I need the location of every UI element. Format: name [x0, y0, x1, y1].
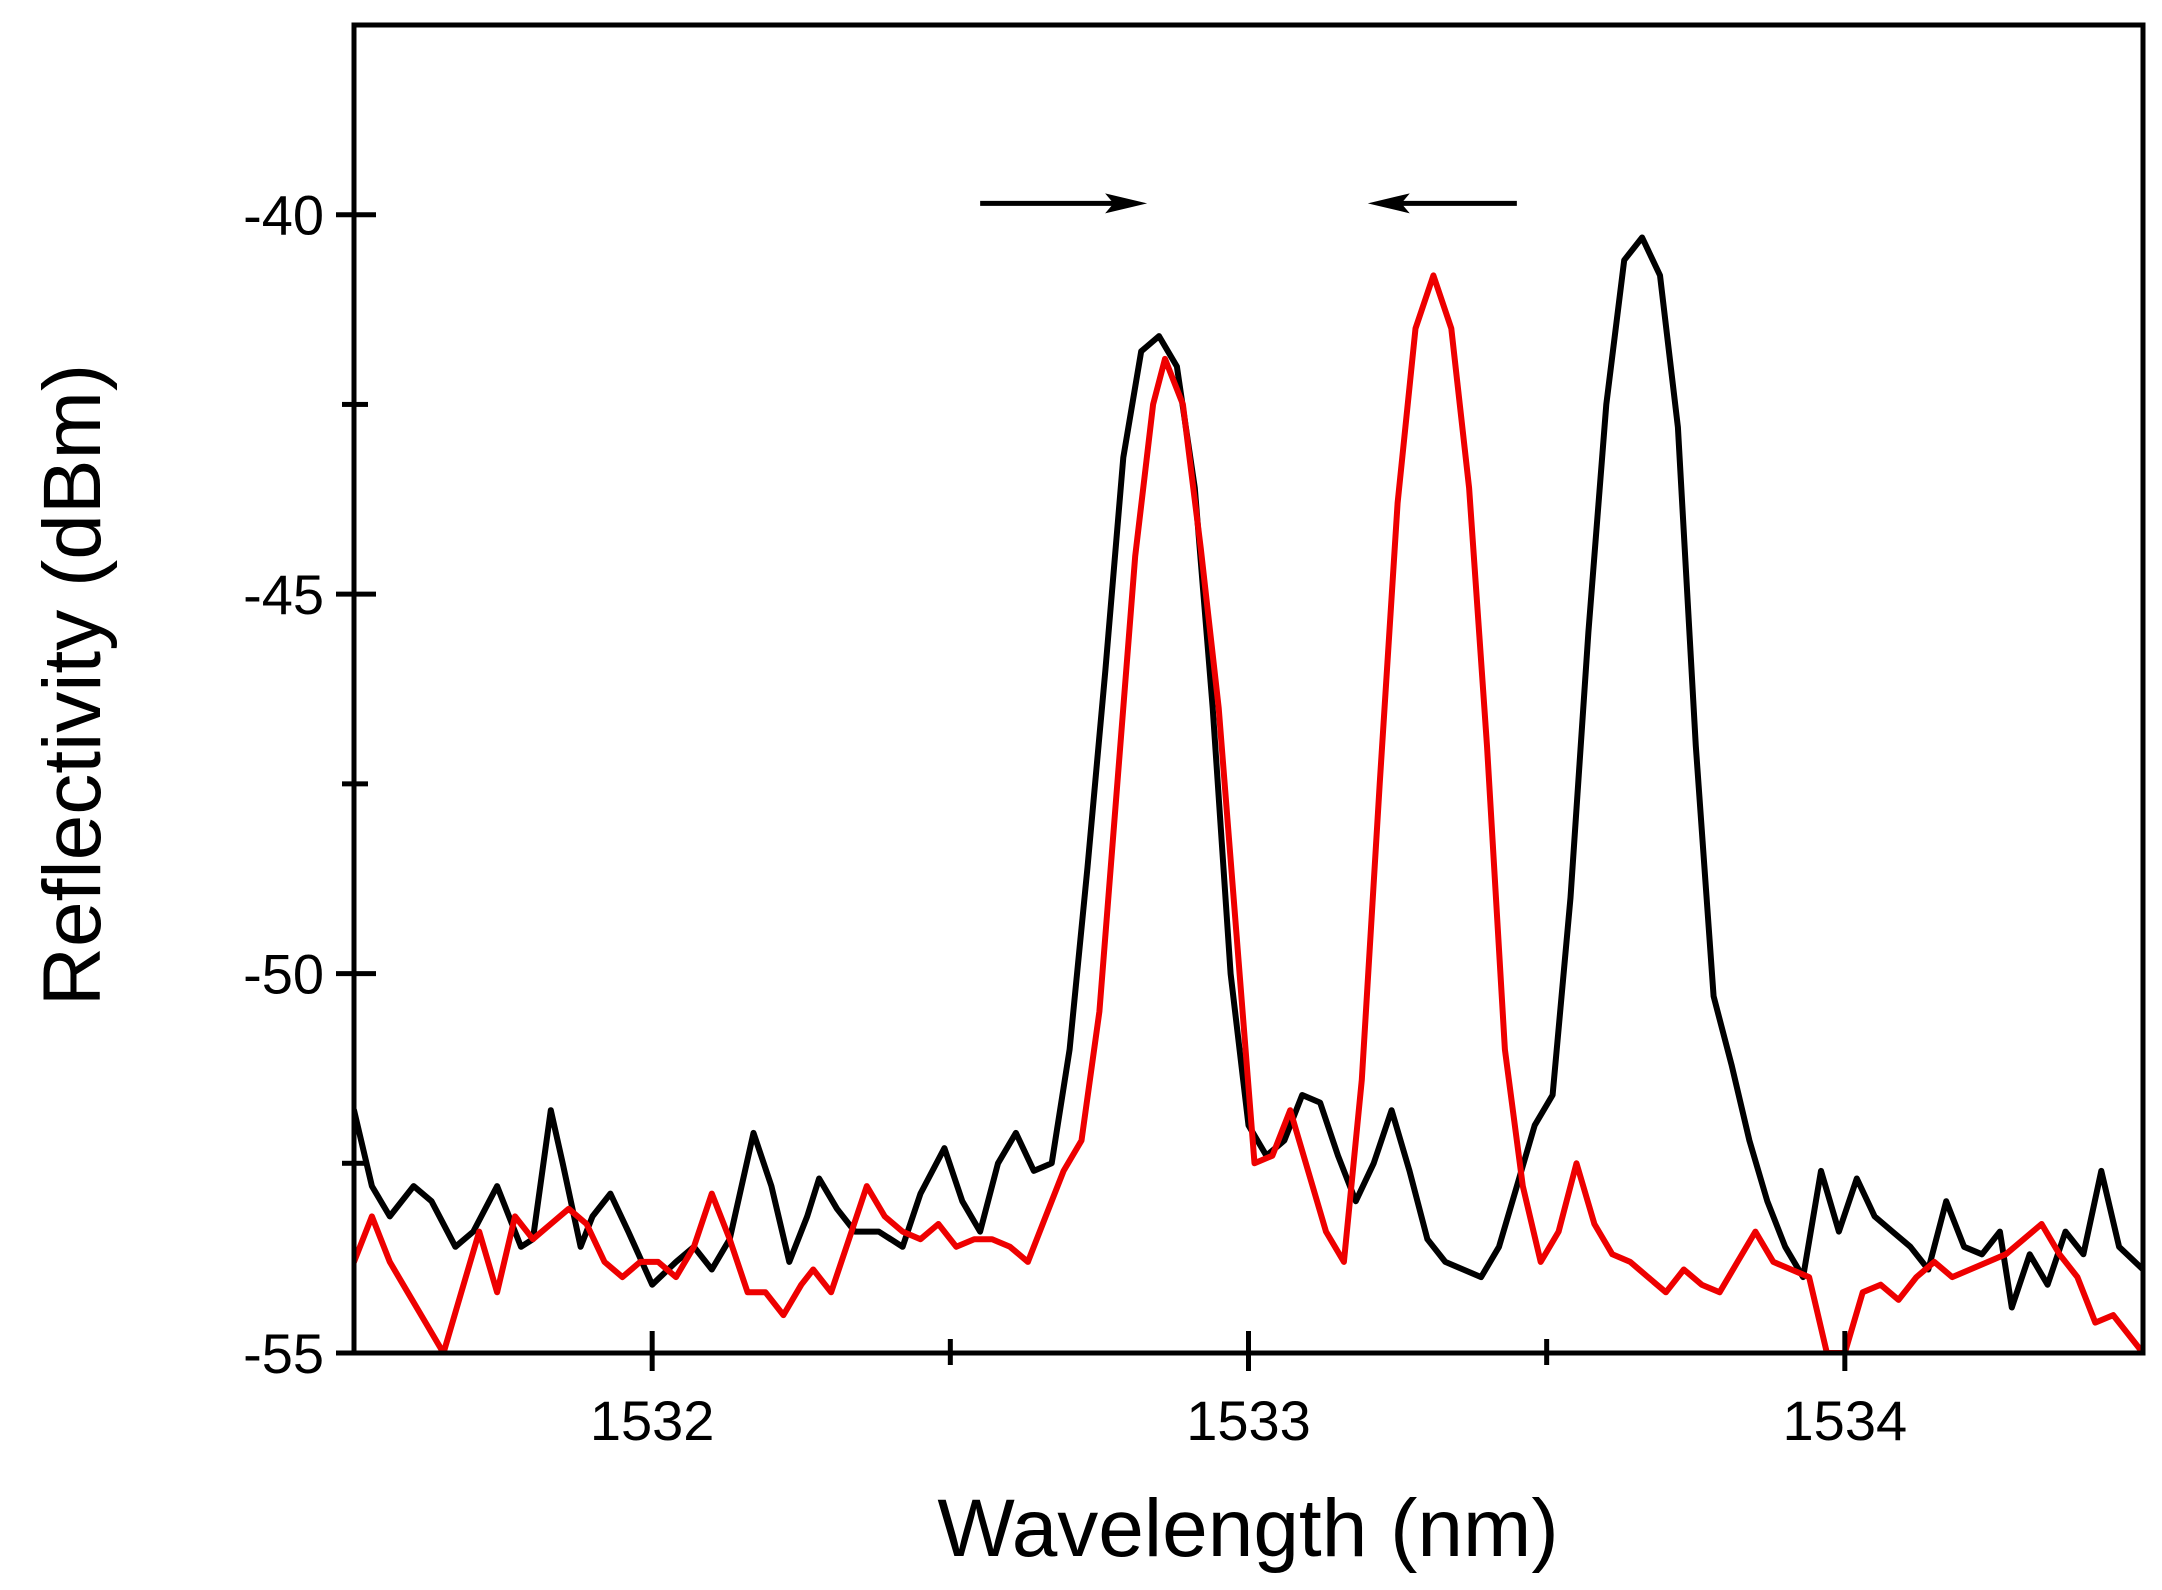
- axes-layer: 1532 1533 1534 -40 -45 -50 -55: [243, 22, 2146, 1452]
- arrow-right-icon: [1105, 193, 1148, 214]
- series-line-red: [354, 272, 2143, 1353]
- plot-frame: [351, 22, 2146, 1356]
- annotation-layer: [980, 193, 1517, 214]
- x-tick-label: 1532: [590, 1389, 715, 1452]
- x-tick-label: 1534: [1783, 1389, 1908, 1452]
- y-tick-label: -55: [243, 1322, 324, 1385]
- arrow-left-icon: [1367, 193, 1410, 214]
- y-tick-label: -50: [243, 943, 324, 1006]
- y-tick-label: -45: [243, 563, 324, 626]
- series-layer: [354, 234, 2143, 1353]
- y-axis-title: Reflectivity (dBm): [27, 364, 118, 1006]
- x-axis-title: Wavelength (nm): [937, 1483, 1558, 1574]
- series-line-black: [354, 234, 2143, 1311]
- x-tick-label: 1533: [1186, 1389, 1311, 1452]
- y-tick-label: -40: [243, 184, 324, 247]
